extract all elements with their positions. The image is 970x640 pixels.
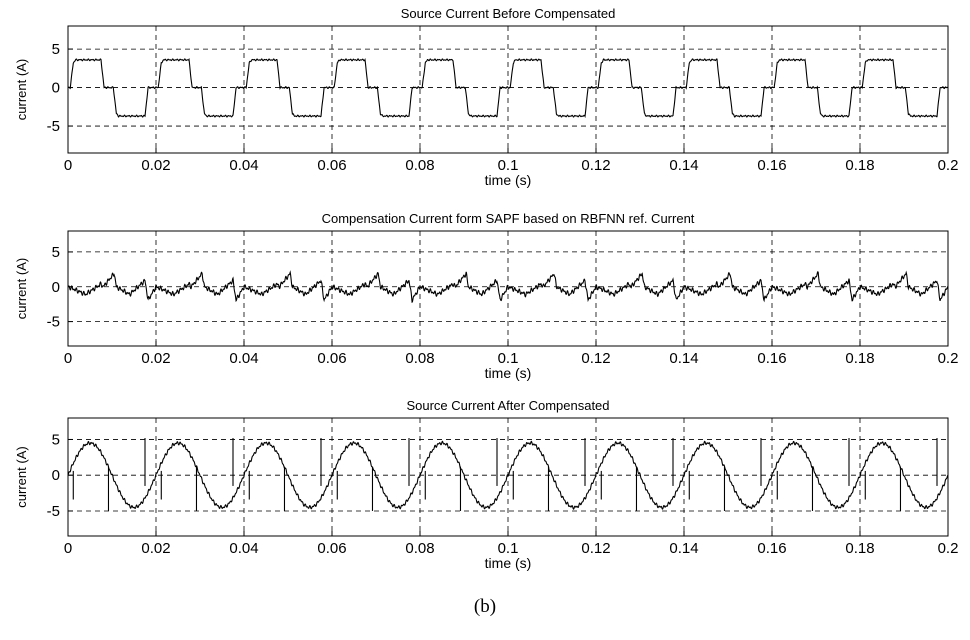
x-tick-label: 0.12 [581, 540, 610, 557]
x-tick-label: 0.18 [845, 157, 874, 174]
y-tick-label: 5 [52, 244, 60, 261]
x-tick-label: 0.02 [141, 350, 170, 367]
x-tick-label: 0.2 [938, 540, 959, 557]
chart-title: Source Current After Compensated [406, 398, 609, 413]
y-axis-label: current (A) [14, 258, 29, 319]
chart-title: Compensation Current form SAPF based on … [322, 211, 695, 226]
x-tick-label: 0.02 [141, 157, 170, 174]
x-tick-label: 0 [64, 157, 72, 174]
x-tick-label: 0.06 [317, 350, 346, 367]
figure-caption: (b) [473, 596, 497, 617]
x-tick-label: 0 [64, 540, 72, 557]
x-tick-label: 0.04 [229, 157, 258, 174]
x-tick-label: 0.2 [938, 350, 959, 367]
x-tick-label: 0.08 [405, 540, 434, 557]
x-axis-label: time (s) [485, 365, 532, 381]
y-tick-label: 5 [52, 41, 60, 58]
series-line [67, 440, 949, 510]
panel-2: Compensation Current form SAPF based on … [14, 211, 958, 381]
x-tick-label: 0.14 [669, 157, 698, 174]
x-tick-label: 0.18 [845, 350, 874, 367]
y-axis-label: current (A) [14, 446, 29, 507]
x-tick-label: 0.18 [845, 540, 874, 557]
gridlines [68, 418, 948, 536]
x-axis-label: time (s) [485, 172, 532, 188]
x-tick-label: 0.04 [229, 350, 258, 367]
series-line [67, 57, 949, 119]
y-tick-label: 0 [52, 279, 60, 296]
gridlines [68, 231, 948, 346]
x-tick-label: 0.1 [498, 350, 519, 367]
x-tick-label: 0.12 [581, 350, 610, 367]
y-tick-label: 0 [52, 80, 60, 97]
x-tick-label: 0.16 [757, 540, 786, 557]
x-tick-label: 0.14 [669, 350, 698, 367]
x-tick-label: 0.02 [141, 540, 170, 557]
y-tick-label: -5 [47, 503, 60, 520]
y-tick-label: 5 [52, 431, 60, 448]
y-tick-label: -5 [47, 118, 60, 135]
y-tick-label: -5 [47, 314, 60, 331]
x-tick-label: 0.2 [938, 157, 959, 174]
x-tick-label: 0.16 [757, 157, 786, 174]
x-tick-label: 0.06 [317, 157, 346, 174]
x-tick-label: 0.1 [498, 540, 519, 557]
chart-title: Source Current Before Compensated [401, 6, 616, 21]
x-tick-label: 0.14 [669, 540, 698, 557]
y-axis-label: current (A) [14, 59, 29, 120]
x-tick-label: 0.16 [757, 350, 786, 367]
gridlines [68, 26, 948, 153]
x-axis-label: time (s) [485, 555, 532, 571]
x-tick-label: 0.08 [405, 157, 434, 174]
series-line [67, 270, 949, 304]
panel-3: Source Current After Compensated 0 0.02 0.0… [14, 398, 958, 571]
x-tick-label: 0.12 [581, 157, 610, 174]
panel-1: Source Current Before Compensated 0 0.02 0.… [14, 6, 958, 188]
x-tick-label: 0 [64, 350, 72, 367]
x-tick-label: 0.06 [317, 540, 346, 557]
y-tick-label: 0 [52, 467, 60, 484]
x-tick-label: 0.1 [498, 157, 519, 174]
x-tick-label: 0.04 [229, 540, 258, 557]
x-tick-label: 0.08 [405, 350, 434, 367]
